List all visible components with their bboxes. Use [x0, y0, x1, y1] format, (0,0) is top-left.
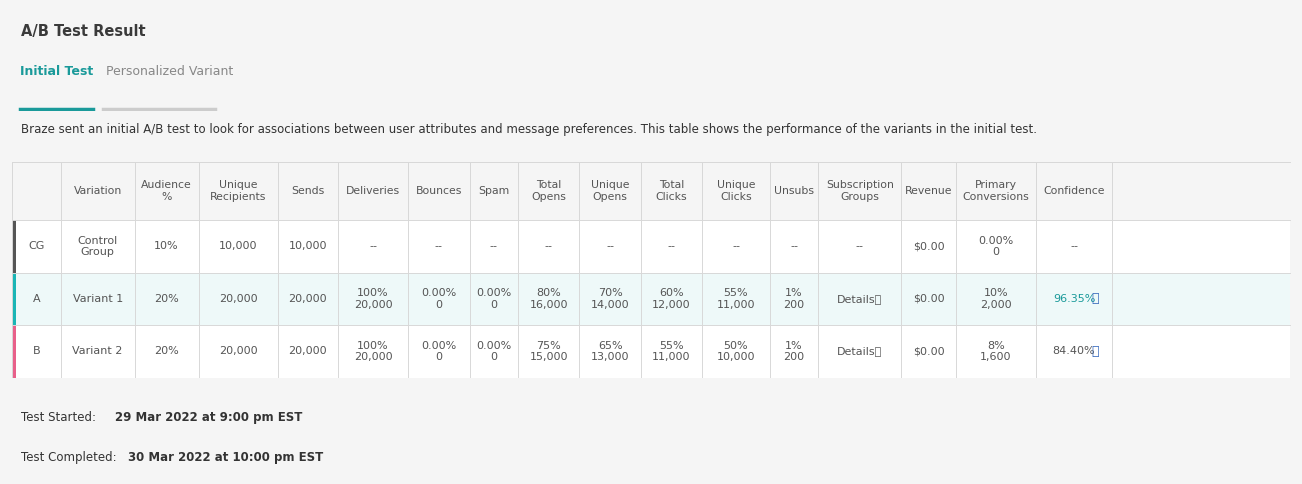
Text: $0.00: $0.00: [913, 294, 945, 304]
Text: 65%
13,000: 65% 13,000: [591, 341, 629, 362]
Text: 60%
12,000: 60% 12,000: [652, 288, 691, 310]
Text: 20,000: 20,000: [219, 347, 258, 356]
Text: Unique
Recipients: Unique Recipients: [210, 181, 267, 202]
Text: 96.35%: 96.35%: [1053, 294, 1095, 304]
Text: 20,000: 20,000: [289, 294, 327, 304]
Text: Braze sent an initial A/B test to look for associations between user attributes : Braze sent an initial A/B test to look f…: [21, 123, 1036, 136]
Text: 100%
20,000: 100% 20,000: [354, 288, 392, 310]
Text: 👁: 👁: [1092, 345, 1099, 358]
Text: Control
Group: Control Group: [78, 236, 117, 257]
Text: Bounces: Bounces: [415, 186, 462, 196]
Text: 10,000: 10,000: [289, 242, 327, 252]
Text: 100%
20,000: 100% 20,000: [354, 341, 392, 362]
Text: 20%: 20%: [154, 347, 178, 356]
Text: 0.00%
0: 0.00% 0: [978, 236, 1014, 257]
Text: A: A: [33, 294, 40, 304]
Text: Confidence: Confidence: [1043, 186, 1105, 196]
Text: 84.40%: 84.40%: [1053, 347, 1095, 356]
Text: 29 Mar 2022 at 9:00 pm EST: 29 Mar 2022 at 9:00 pm EST: [115, 411, 302, 424]
Text: Subscription
Groups: Subscription Groups: [825, 181, 894, 202]
Text: $0.00: $0.00: [913, 347, 945, 356]
Text: Personalized Variant: Personalized Variant: [105, 65, 233, 78]
Text: 80%
16,000: 80% 16,000: [530, 288, 568, 310]
Text: Primary
Conversions: Primary Conversions: [962, 181, 1030, 202]
Text: 10%
2,000: 10% 2,000: [980, 288, 1012, 310]
Bar: [12, 325, 16, 378]
Text: 55%
11,000: 55% 11,000: [716, 288, 755, 310]
Text: --: --: [607, 242, 615, 252]
Text: 8%
1,600: 8% 1,600: [980, 341, 1012, 362]
Bar: [12, 220, 1290, 272]
Text: Revenue: Revenue: [905, 186, 953, 196]
Text: Unsubs: Unsubs: [775, 186, 814, 196]
Text: Variant 1: Variant 1: [73, 294, 122, 304]
Bar: [12, 272, 1290, 325]
Text: --: --: [368, 242, 378, 252]
Text: 1%
200: 1% 200: [784, 341, 805, 362]
Text: Unique
Opens: Unique Opens: [591, 181, 629, 202]
Text: Audience
%: Audience %: [141, 181, 191, 202]
Text: 10,000: 10,000: [219, 242, 258, 252]
Text: 20,000: 20,000: [219, 294, 258, 304]
Text: Total
Clicks: Total Clicks: [656, 181, 687, 202]
Text: 20,000: 20,000: [289, 347, 327, 356]
Text: 75%
15,000: 75% 15,000: [530, 341, 568, 362]
Text: CG: CG: [29, 242, 44, 252]
Text: 0.00%
0: 0.00% 0: [477, 341, 512, 362]
Text: 20%: 20%: [154, 294, 178, 304]
Text: Deliveries: Deliveries: [346, 186, 400, 196]
Bar: [12, 272, 16, 325]
Text: --: --: [1070, 242, 1078, 252]
Text: 0.00%
0: 0.00% 0: [477, 288, 512, 310]
Text: $0.00: $0.00: [913, 242, 945, 252]
Text: 70%
14,000: 70% 14,000: [591, 288, 629, 310]
Text: Spam: Spam: [478, 186, 509, 196]
Text: Test Started:: Test Started:: [21, 411, 99, 424]
Text: 0.00%
0: 0.00% 0: [422, 341, 457, 362]
Bar: [12, 162, 1290, 220]
Text: --: --: [790, 242, 798, 252]
Bar: [12, 220, 16, 272]
Text: B: B: [33, 347, 40, 356]
Text: --: --: [668, 242, 676, 252]
Text: Initial Test: Initial Test: [20, 65, 94, 78]
Text: Test Completed:: Test Completed:: [21, 451, 120, 464]
Text: --: --: [732, 242, 740, 252]
Text: 0.00%
0: 0.00% 0: [422, 288, 457, 310]
Text: --: --: [435, 242, 443, 252]
Text: 55%
11,000: 55% 11,000: [652, 341, 690, 362]
Text: Detailsⓘ: Detailsⓘ: [837, 294, 883, 304]
Text: Total
Opens: Total Opens: [531, 181, 566, 202]
Bar: [12, 325, 1290, 378]
Text: Variation: Variation: [73, 186, 122, 196]
Text: 50%
10,000: 50% 10,000: [716, 341, 755, 362]
Text: Sends: Sends: [292, 186, 324, 196]
Text: Detailsⓘ: Detailsⓘ: [837, 347, 883, 356]
Text: 30 Mar 2022 at 10:00 pm EST: 30 Mar 2022 at 10:00 pm EST: [128, 451, 323, 464]
Text: Variant 2: Variant 2: [73, 347, 122, 356]
Text: --: --: [855, 242, 865, 252]
Text: 1%
200: 1% 200: [784, 288, 805, 310]
Text: 10%: 10%: [155, 242, 178, 252]
Text: Unique
Clicks: Unique Clicks: [716, 181, 755, 202]
Text: A/B Test Result: A/B Test Result: [21, 24, 146, 39]
Text: --: --: [544, 242, 553, 252]
Text: 👁: 👁: [1092, 292, 1099, 305]
Text: --: --: [490, 242, 497, 252]
